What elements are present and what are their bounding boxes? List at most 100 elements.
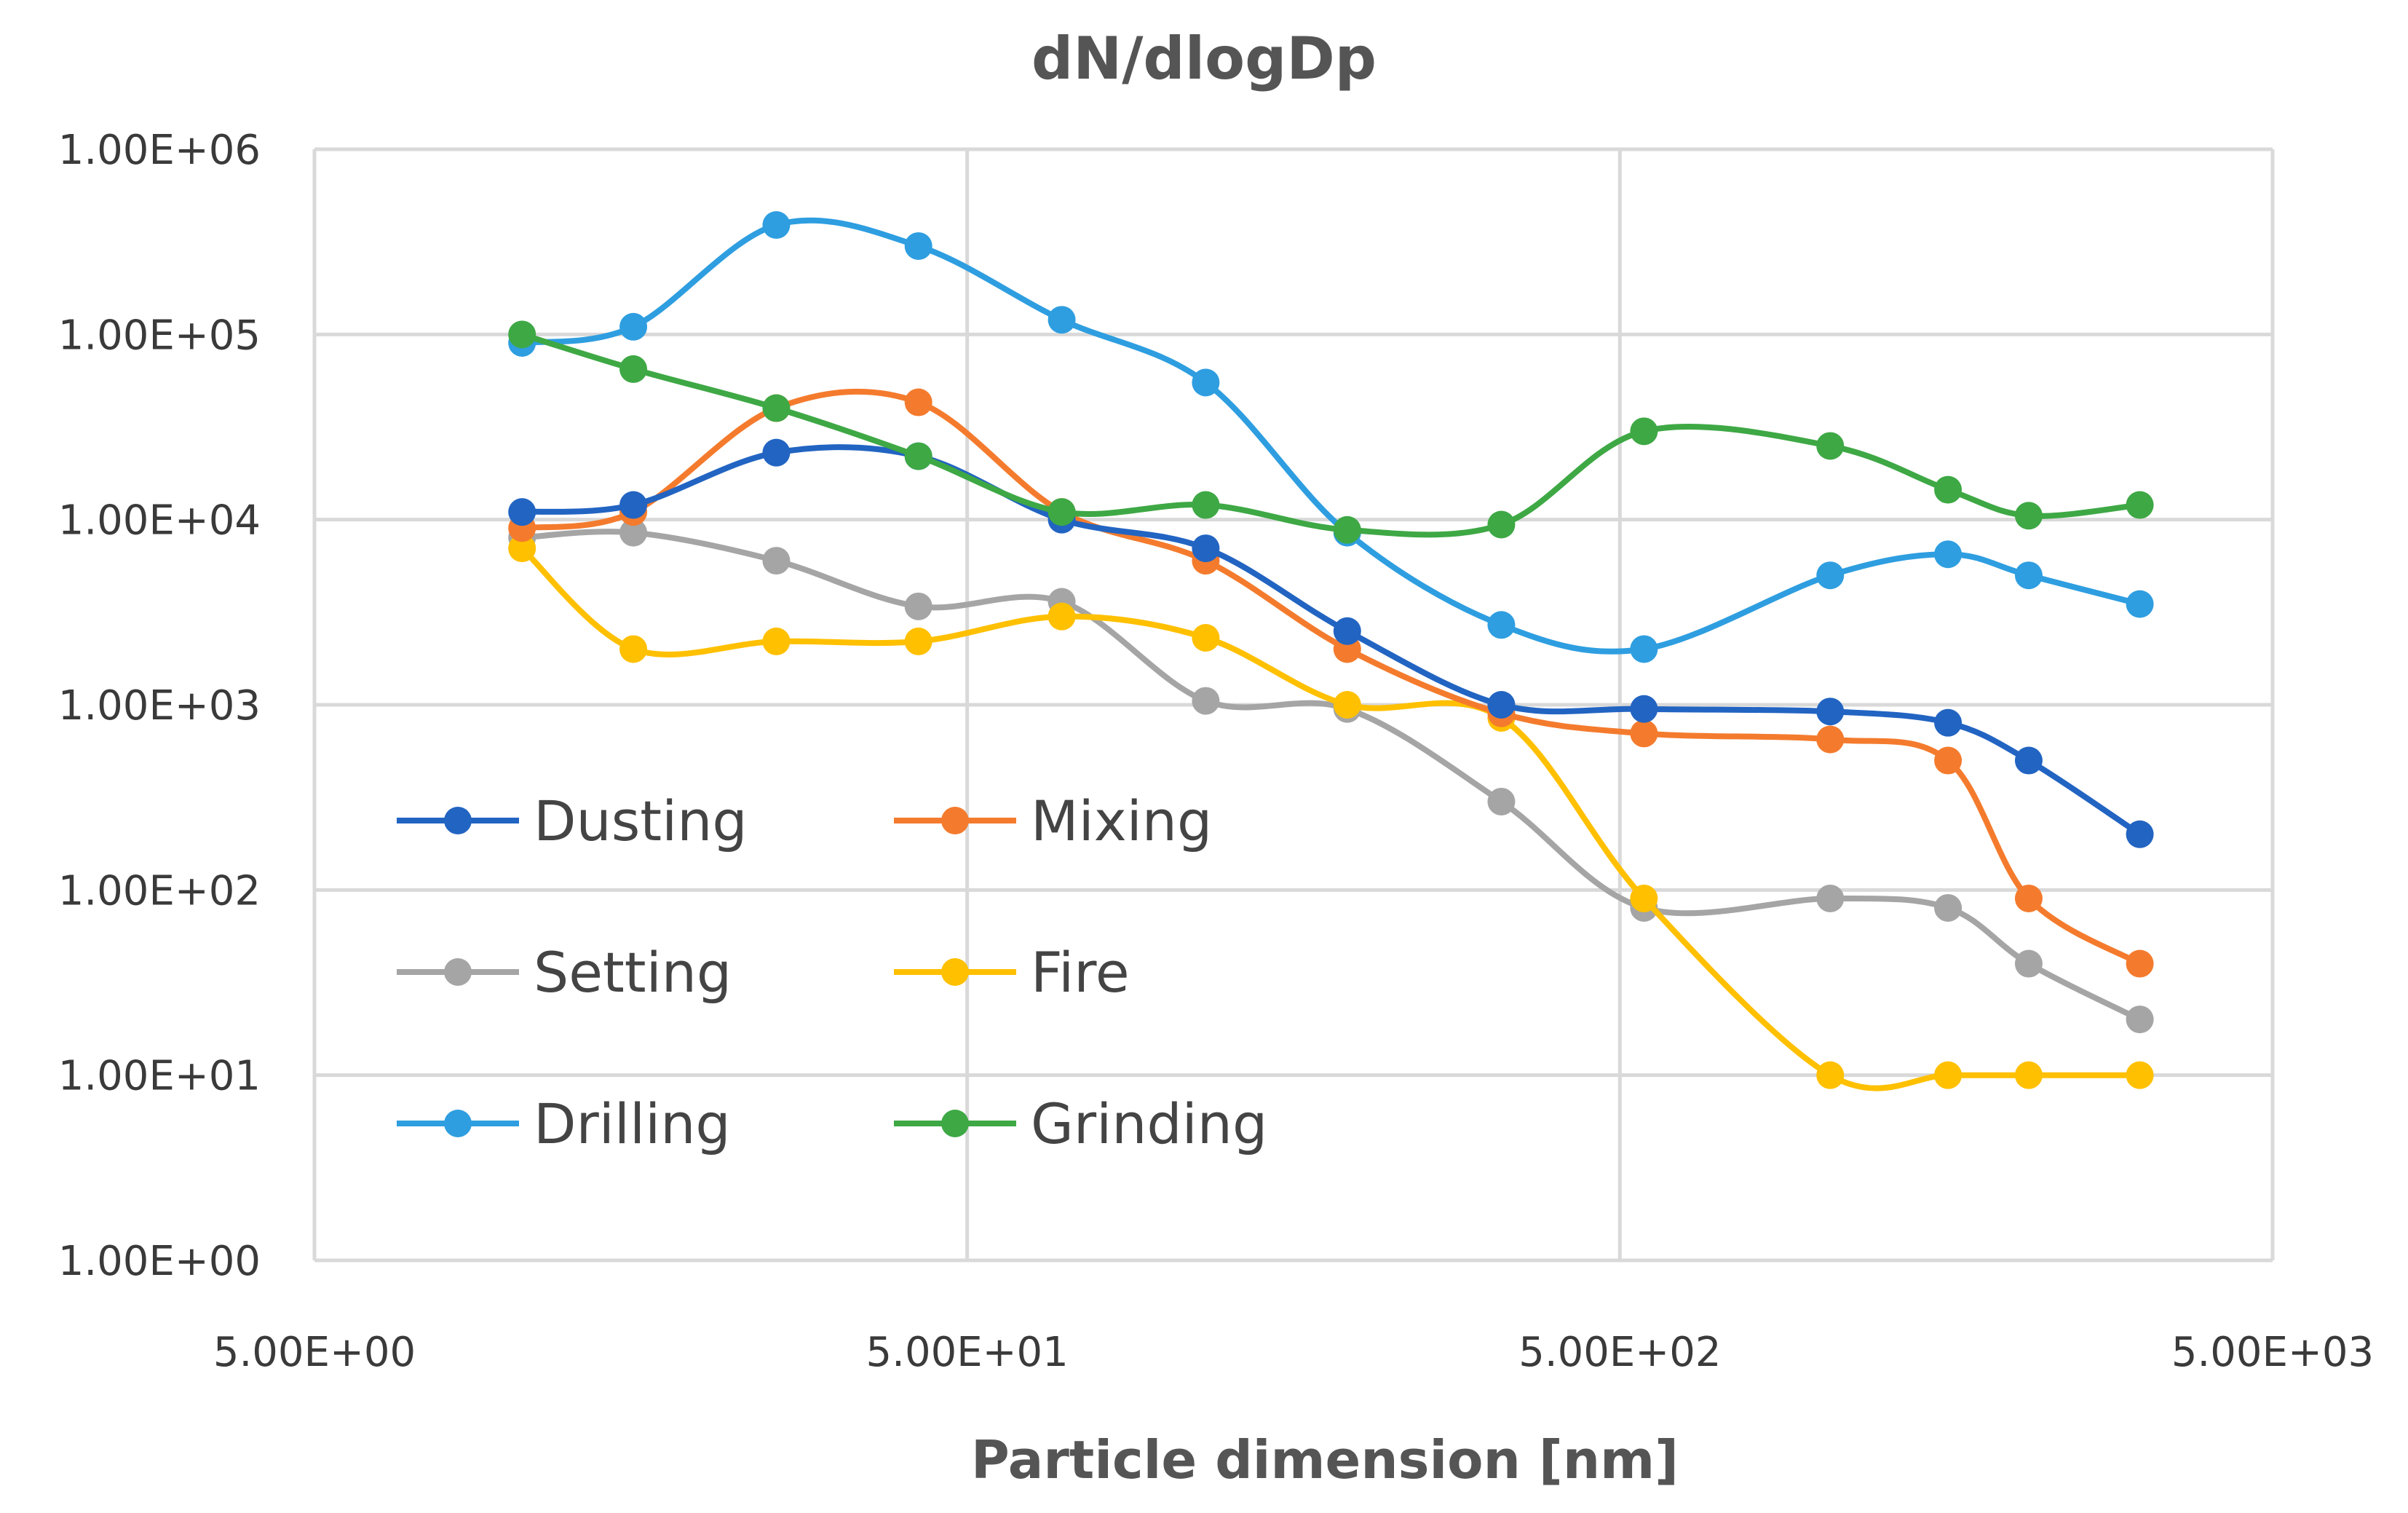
data-point-mixing — [2014, 884, 2043, 912]
data-point-dusting — [1192, 534, 1220, 563]
legend-item-fire: Fire — [894, 940, 1130, 1005]
data-point-fire — [1192, 624, 1220, 652]
data-point-grinding — [904, 442, 932, 470]
data-point-setting — [1816, 884, 1845, 912]
data-point-mixing — [2126, 949, 2154, 978]
data-point-grinding — [2014, 502, 2043, 530]
data-point-grinding — [619, 355, 648, 383]
data-point-mixing — [1816, 725, 1845, 754]
y-tick-label: 1.00E+04 — [58, 497, 261, 545]
data-point-grinding — [1487, 510, 1516, 539]
y-tick-label: 1.00E+03 — [58, 682, 261, 730]
legend-label-dusting: Dusting — [534, 789, 748, 853]
data-point-setting — [2014, 949, 2043, 978]
data-point-grinding — [1630, 417, 1658, 446]
data-point-drilling — [1192, 368, 1220, 397]
x-tick-label: 5.00E+03 — [2171, 1329, 2374, 1376]
series-setting — [508, 518, 2154, 1034]
data-point-drilling — [1816, 561, 1845, 590]
y-tick-label: 1.00E+05 — [58, 312, 261, 359]
data-point-fire — [2014, 1061, 2043, 1089]
data-point-dusting — [508, 498, 536, 526]
legend-marker-dusting — [444, 807, 472, 834]
data-point-drilling — [2014, 561, 2043, 590]
series-line-fire — [519, 545, 2143, 1091]
data-point-dusting — [1630, 695, 1658, 723]
data-point-grinding — [2126, 491, 2154, 519]
data-point-fire — [1047, 602, 1076, 631]
data-point-setting — [762, 547, 791, 575]
legend-label-fire: Fire — [1031, 940, 1130, 1005]
x-tick-label: 5.00E+00 — [213, 1329, 416, 1376]
data-point-fire — [1816, 1061, 1845, 1089]
data-point-dusting — [762, 438, 791, 467]
data-point-grinding — [1047, 498, 1076, 526]
data-point-dusting — [1487, 691, 1516, 719]
data-point-fire — [904, 627, 932, 655]
legend-marker-drilling — [444, 1110, 472, 1137]
series-line-setting — [519, 529, 2143, 1023]
x-tick-label: 5.00E+01 — [866, 1329, 1069, 1376]
data-point-setting — [904, 592, 932, 620]
data-point-dusting — [2014, 746, 2043, 775]
y-axis-ticks: 1.00E+00 1.00E+01 1.00E+02 1.00E+03 1.00E+04… — [58, 127, 261, 1285]
x-axis-ticks: 5.00E+00 5.00E+01 5.00E+02 5.00E+03 — [213, 1329, 2374, 1376]
data-point-grinding — [762, 394, 791, 422]
data-point-drilling — [1047, 306, 1076, 334]
series-fire — [508, 534, 2154, 1091]
series-line-grinding — [519, 331, 2143, 538]
data-point-fire — [1333, 691, 1361, 719]
series-line-drilling — [519, 217, 2143, 655]
series-layer — [508, 211, 2154, 1091]
legend-item-grinding: Grinding — [894, 1091, 1267, 1156]
data-point-drilling — [1487, 611, 1516, 639]
data-point-grinding — [508, 320, 536, 349]
data-point-grinding — [1333, 515, 1361, 544]
legend-item-mixing: Mixing — [894, 789, 1212, 853]
x-tick-label: 5.00E+02 — [1518, 1329, 1721, 1376]
legend-label-mixing: Mixing — [1031, 789, 1212, 853]
data-point-fire — [1630, 884, 1658, 912]
legend-item-drilling: Drilling — [397, 1091, 731, 1156]
series-line-mixing — [519, 388, 2143, 967]
legend-label-grinding: Grinding — [1031, 1091, 1267, 1156]
data-point-drilling — [904, 232, 932, 260]
y-tick-label: 1.00E+06 — [58, 127, 261, 174]
legend-label-setting: Setting — [534, 940, 732, 1005]
data-point-mixing — [1934, 746, 1963, 775]
data-point-dusting — [1816, 698, 1845, 726]
series-grinding — [508, 320, 2154, 544]
series-drilling — [508, 211, 2154, 663]
data-point-mixing — [904, 388, 932, 416]
legend-marker-setting — [444, 958, 472, 986]
data-point-grinding — [1816, 432, 1845, 460]
data-point-setting — [2126, 1006, 2154, 1034]
data-point-fire — [762, 627, 791, 655]
legend-marker-mixing — [941, 807, 969, 834]
data-point-fire — [619, 635, 648, 663]
data-point-dusting — [2126, 820, 2154, 848]
data-point-setting — [619, 518, 648, 547]
data-point-fire — [2126, 1061, 2154, 1089]
data-point-grinding — [1192, 491, 1220, 519]
data-point-drilling — [762, 211, 791, 240]
legend-marker-fire — [941, 958, 969, 986]
legend: Dusting Mixing Setting Fire Drilling Grinding — [397, 789, 1267, 1156]
y-tick-label: 1.00E+02 — [58, 867, 261, 914]
data-point-fire — [508, 534, 536, 563]
data-point-setting — [1192, 687, 1220, 715]
x-axis-label: Particle dimension [nm] — [971, 1429, 1679, 1490]
y-tick-label: 1.00E+01 — [58, 1053, 261, 1100]
chart-title: dN/dlogDp — [1031, 25, 1377, 92]
series-dusting — [508, 438, 2154, 848]
data-point-drilling — [1630, 635, 1658, 663]
data-point-dusting — [1333, 617, 1361, 645]
legend-item-dusting: Dusting — [397, 789, 748, 853]
data-point-drilling — [619, 312, 648, 341]
data-point-fire — [1934, 1061, 1963, 1089]
data-point-grinding — [1934, 475, 1963, 504]
data-point-setting — [1934, 893, 1963, 922]
data-point-drilling — [1934, 540, 1963, 569]
legend-item-setting: Setting — [397, 940, 732, 1005]
